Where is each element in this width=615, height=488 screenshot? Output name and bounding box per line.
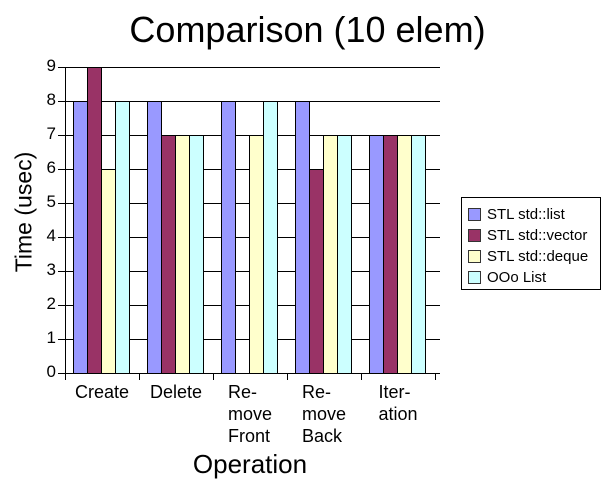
- bar-stl-std-list-remove-back: [295, 101, 310, 374]
- legend-swatch-stl-std-deque: [468, 250, 481, 263]
- x-category-label-delete: Delete: [139, 381, 213, 403]
- bar-stl-std-list-delete: [147, 101, 162, 374]
- bar-stl-std-vector-iteration: [383, 135, 398, 374]
- x-axis-tick-4: [361, 373, 362, 380]
- legend-item-stl-std-deque: STL std::deque: [468, 246, 596, 267]
- y-tick-label-8: 8: [46, 90, 56, 110]
- y-tick-label-6: 6: [46, 158, 56, 178]
- legend-label-stl-std-deque: STL std::deque: [487, 248, 589, 265]
- bar-stl-std-list-iteration: [369, 135, 384, 374]
- y-axis-tick-6: [58, 169, 65, 170]
- y-axis-tick-0: [58, 373, 65, 374]
- x-axis-tick-2: [213, 373, 214, 380]
- y-axis-tick-4: [58, 237, 65, 238]
- x-category-label-text: Iter-ation: [378, 382, 418, 424]
- y-axis-tick-8: [58, 101, 65, 102]
- x-category-label-text: Delete: [149, 382, 203, 402]
- y-tick-label-5: 5: [46, 192, 56, 212]
- x-category-label-remove-back: Re-move Back: [287, 381, 361, 447]
- x-category-label-text: Re-move Back: [301, 382, 346, 446]
- legend-label-stl-std-vector: STL std::vector: [487, 227, 588, 244]
- legend-item-ooo-list: OOo List: [468, 267, 596, 288]
- legend-item-stl-std-list: STL std::list: [468, 204, 596, 225]
- x-category-label-remove-front: Re-move Front: [213, 381, 287, 447]
- gridline-y-8: [65, 101, 440, 102]
- y-axis-tick-7: [58, 135, 65, 136]
- x-category-label-text: Create: [74, 382, 130, 402]
- x-category-label-text: Re-move Front: [227, 382, 272, 446]
- bar-stl-std-deque-iteration: [397, 135, 412, 374]
- y-tick-label-3: 3: [46, 260, 56, 280]
- x-axis-title: Operation: [192, 449, 308, 479]
- legend-swatch-stl-std-vector: [468, 229, 481, 242]
- y-tick-label-0: 0: [46, 362, 56, 382]
- bar-stl-std-deque-remove-front: [249, 135, 264, 374]
- legend-label-stl-std-list: STL std::list: [487, 206, 565, 223]
- y-tick-label-9: 9: [46, 56, 56, 76]
- x-category-label-iteration: Iter-ation: [361, 381, 435, 425]
- bar-stl-std-deque-remove-back: [323, 135, 338, 374]
- legend-swatch-ooo-list: [468, 271, 481, 284]
- x-axis-tick-5: [435, 373, 436, 380]
- y-axis-line: [65, 67, 66, 374]
- y-tick-label-1: 1: [46, 328, 56, 348]
- bar-ooo-list-create: [115, 101, 130, 374]
- y-axis-tick-5: [58, 203, 65, 204]
- y-axis-tick-3: [58, 271, 65, 272]
- y-tick-label-7: 7: [46, 124, 56, 144]
- gridline-y-9: [65, 67, 440, 68]
- bar-ooo-list-remove-back: [337, 135, 352, 374]
- bar-stl-std-deque-create: [101, 169, 116, 374]
- bar-ooo-list-iteration: [411, 135, 426, 374]
- x-axis-tick-0: [65, 373, 66, 380]
- x-axis-tick-1: [139, 373, 140, 380]
- bar-stl-std-vector-delete: [161, 135, 176, 374]
- y-tick-label-2: 2: [46, 294, 56, 314]
- bar-stl-std-vector-create: [87, 67, 102, 374]
- bar-stl-std-list-create: [73, 101, 88, 374]
- y-axis-tick-9: [58, 67, 65, 68]
- x-axis-tick-3: [287, 373, 288, 380]
- bar-stl-std-list-remove-front: [221, 101, 236, 374]
- bar-ooo-list-delete: [189, 135, 204, 374]
- y-tick-label-4: 4: [46, 226, 56, 246]
- y-axis-tick-2: [58, 305, 65, 306]
- legend-label-ooo-list: OOo List: [487, 269, 547, 286]
- bar-stl-std-deque-delete: [175, 135, 190, 374]
- x-category-label-create: Create: [65, 381, 139, 403]
- chart-title: Comparison (10 elem): [129, 9, 486, 50]
- bar-ooo-list-remove-front: [263, 101, 278, 374]
- bar-stl-std-vector-remove-back: [309, 169, 324, 374]
- legend-item-stl-std-vector: STL std::vector: [468, 225, 596, 246]
- legend-swatch-stl-std-list: [468, 208, 481, 221]
- y-axis-tick-1: [58, 339, 65, 340]
